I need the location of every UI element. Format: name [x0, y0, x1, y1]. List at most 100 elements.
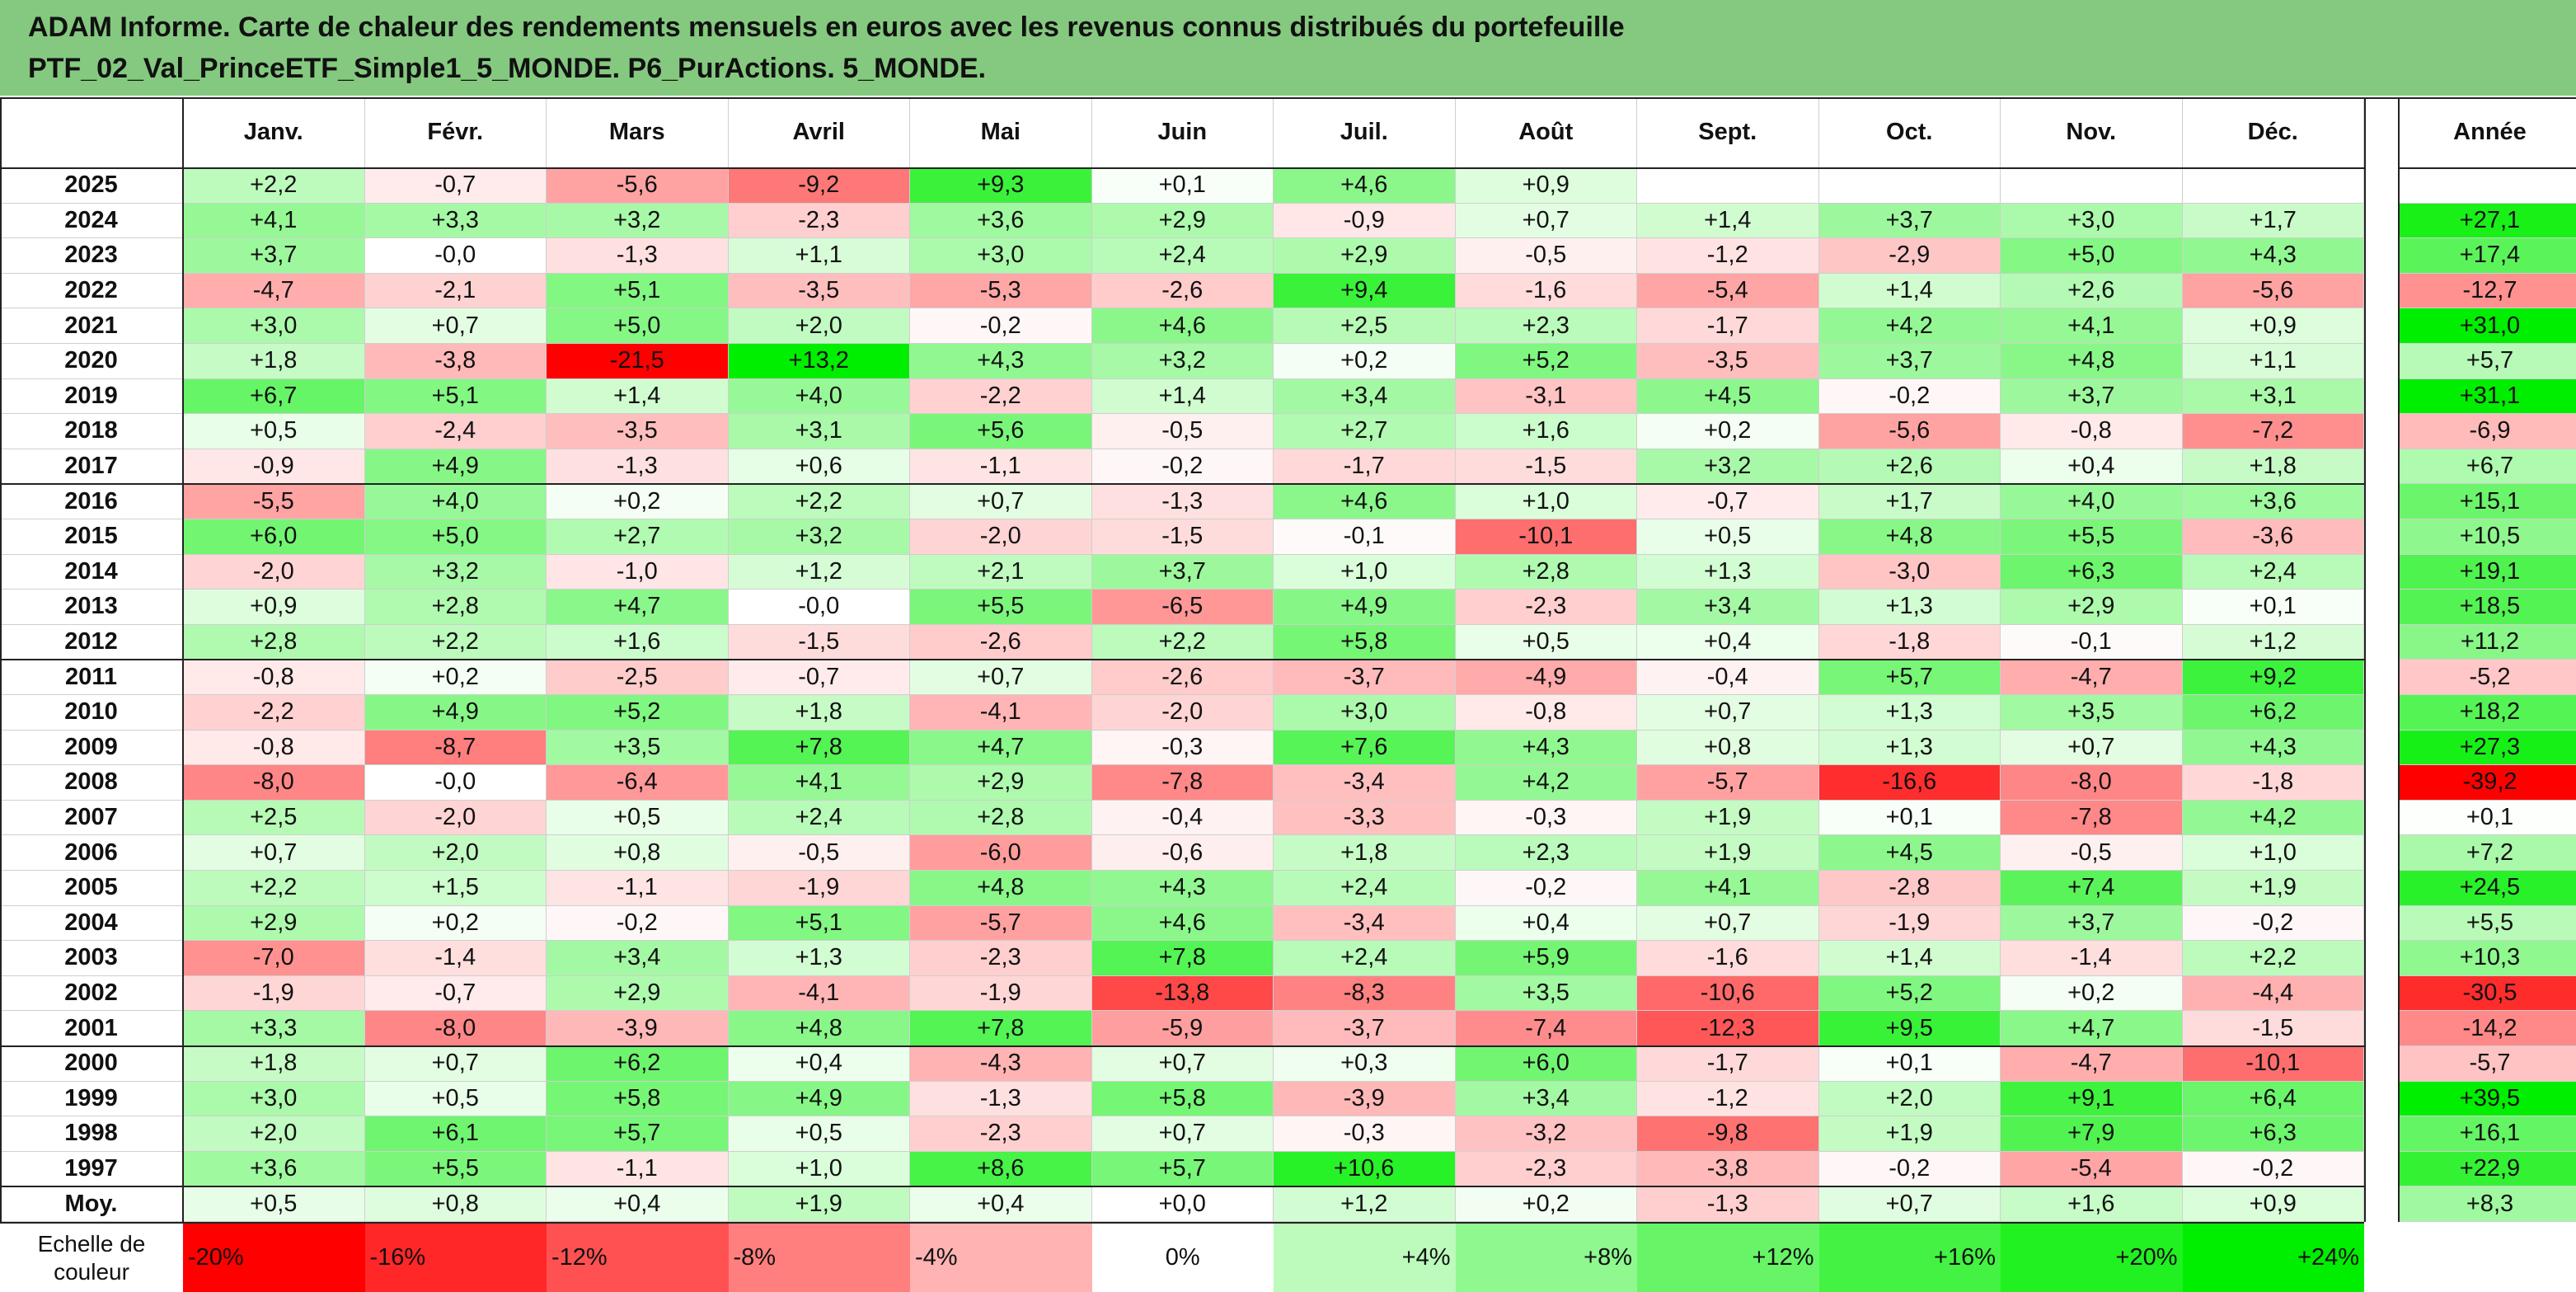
heat-cell: +2,8	[1455, 554, 1637, 590]
heat-cell: -0,5	[728, 835, 910, 871]
annual-header: Année	[2399, 97, 2576, 168]
heat-cell: -4,7	[2001, 1046, 2183, 1082]
scale-swatch: +8%	[1455, 1224, 1637, 1292]
year-label: 2023	[0, 238, 183, 274]
heat-cell: +1,0	[1274, 554, 1456, 590]
heat-cell: -7,8	[2001, 800, 2183, 836]
heat-cell: +4,3	[1455, 730, 1637, 766]
heat-cell: +6,3	[2001, 554, 2183, 590]
heat-cell: +0,2	[1274, 344, 1456, 379]
year-label: 2009	[0, 730, 183, 766]
heat-cell: +4,6	[1274, 168, 1456, 204]
annual-cell: +31,0	[2399, 308, 2576, 344]
heat-cell: -8,3	[1274, 975, 1456, 1012]
heat-cell: -0,7	[1637, 484, 1819, 519]
annual-cell: +27,3	[2399, 730, 2576, 766]
year-label: 2010	[0, 695, 183, 731]
heat-cell: -1,4	[2001, 941, 2183, 976]
heat-cell: +1,8	[183, 1046, 365, 1082]
heat-cell: -3,7	[1274, 660, 1456, 695]
heat-cell: +1,6	[1455, 414, 1637, 449]
heat-cell: -2,6	[910, 624, 1092, 660]
heat-cell: +0,9	[1455, 168, 1637, 204]
heat-cell: +1,8	[183, 344, 365, 379]
year-label: 2003	[0, 941, 183, 976]
year-label: 2011	[0, 660, 183, 695]
heat-cell: -5,6	[547, 168, 729, 204]
heat-cell: -1,3	[547, 238, 729, 274]
heat-cell: +2,2	[364, 624, 547, 660]
heat-cell: +1,1	[2182, 344, 2364, 379]
heat-cell: -1,6	[1637, 941, 1819, 976]
year-label: 2014	[0, 554, 183, 590]
year-label: 2004	[0, 905, 183, 942]
heat-cell: -2,2	[910, 378, 1092, 415]
average-cell: +0,9	[2182, 1186, 2364, 1222]
annual-cell: -6,9	[2399, 414, 2576, 449]
heat-cell: -1,2	[1637, 238, 1819, 274]
heat-cell: -3,0	[1818, 554, 2001, 590]
heat-cell: +1,9	[1637, 800, 1819, 836]
heat-cell: +9,2	[2182, 660, 2364, 695]
heat-cell: +2,7	[547, 519, 729, 555]
annual-cell: +0,1	[2399, 800, 2576, 836]
heat-cell: +0,7	[910, 660, 1092, 695]
heat-cell: +4,2	[1455, 765, 1637, 801]
heat-cell: +0,4	[2001, 449, 2183, 485]
annual-cell: +22,9	[2399, 1151, 2576, 1187]
heat-cell: -0,0	[728, 590, 910, 625]
title-line-1: ADAM Informe. Carte de chaleur des rende…	[28, 12, 1625, 43]
heat-cell: -1,3	[547, 449, 729, 485]
heat-cell: +3,0	[183, 308, 365, 344]
average-cell: +0,0	[1091, 1186, 1274, 1222]
heat-cell: -4,4	[2182, 975, 2364, 1012]
year-label: 2012	[0, 624, 183, 660]
heat-cell: -10,6	[1637, 975, 1819, 1012]
heat-cell: +2,5	[183, 800, 365, 836]
month-header: Déc.	[2182, 97, 2364, 168]
heat-cell: -1,4	[364, 941, 547, 976]
heat-cell: -0,4	[1091, 800, 1274, 836]
heat-cell: +7,8	[910, 1011, 1092, 1046]
heat-cell: +0,2	[364, 660, 547, 695]
heat-cell: +0,8	[547, 835, 729, 871]
heat-cell: -2,3	[1455, 590, 1637, 625]
heat-cell: +5,7	[547, 1116, 729, 1152]
heat-cell: -4,9	[1455, 660, 1637, 695]
heat-cell: +2,9	[1274, 238, 1456, 274]
heat-cell: +4,0	[364, 484, 547, 519]
year-label: 1997	[0, 1151, 183, 1187]
heat-cell: -5,6	[1818, 414, 2001, 449]
heat-cell: +3,0	[183, 1081, 365, 1117]
heat-cell: +3,6	[2182, 484, 2364, 519]
heat-cell: +1,7	[1818, 484, 2001, 519]
heat-cell: +0,7	[2001, 730, 2183, 766]
heat-cell: +1,3	[728, 941, 910, 976]
heat-cell: -0,8	[1455, 695, 1637, 731]
decade-separator	[0, 1045, 2364, 1047]
heat-cell: +1,9	[1637, 835, 1819, 871]
heat-cell: +6,7	[183, 378, 365, 415]
heat-cell: +2,0	[364, 835, 547, 871]
heat-cell: +2,6	[1818, 449, 2001, 485]
heat-cell: +1,8	[2182, 449, 2364, 485]
heat-cell: +6,1	[364, 1116, 547, 1152]
heat-cell: +9,4	[1274, 273, 1456, 309]
heat-cell: +7,8	[1091, 941, 1274, 976]
heat-cell: -1,1	[547, 871, 729, 906]
month-header: Mars	[547, 97, 729, 168]
heat-cell: +3,4	[1637, 590, 1819, 625]
heat-cell: +3,1	[728, 414, 910, 449]
heat-cell: +6,3	[2182, 1116, 2364, 1152]
heat-cell: -2,4	[364, 414, 547, 449]
scale-label: Echelle de couleur	[0, 1224, 183, 1292]
heat-cell: +1,4	[547, 378, 729, 415]
heat-cell: +5,5	[910, 590, 1092, 625]
heat-cell: -0,9	[183, 449, 365, 485]
heat-cell: +0,7	[1091, 1046, 1274, 1082]
heat-cell: -2,3	[728, 203, 910, 239]
heat-cell: +0,4	[728, 1046, 910, 1082]
heat-cell: +2,1	[910, 554, 1092, 590]
heat-cell: +7,9	[2001, 1116, 2183, 1152]
annual-cell: +10,3	[2399, 941, 2576, 976]
